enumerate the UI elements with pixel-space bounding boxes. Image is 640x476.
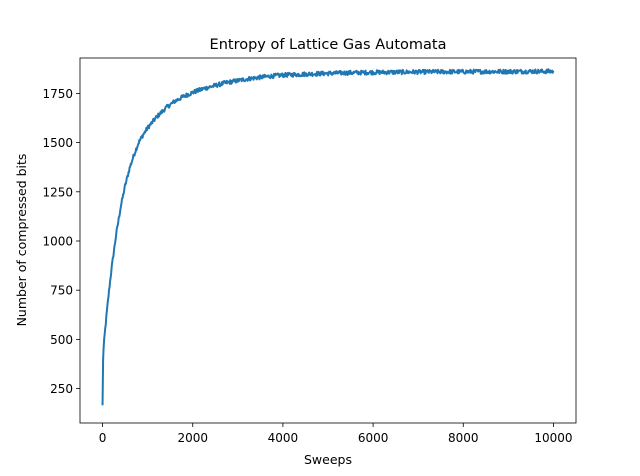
series-line (101, 68, 555, 406)
y-tick-label: 500 (50, 333, 73, 347)
x-tick-label: 6000 (358, 431, 389, 445)
x-tick-label: 2000 (177, 431, 208, 445)
y-tick-label: 1000 (42, 234, 73, 248)
x-axis-label: Sweeps (304, 452, 352, 467)
y-tick-label: 250 (50, 382, 73, 396)
plot-frame (79, 57, 577, 424)
x-tick-label: 4000 (268, 431, 299, 445)
y-tick-label: 1750 (42, 87, 73, 101)
y-tick-label: 750 (50, 284, 73, 298)
y-axis: 250 500 750 1000 1250 1500 1750 (42, 87, 80, 396)
chart-title: Entropy of Lattice Gas Automata (210, 37, 447, 53)
plot-area (79, 57, 577, 424)
y-tick-label: 1500 (42, 136, 73, 150)
x-tick-label: 0 (99, 431, 107, 445)
x-tick-label: 10000 (534, 431, 572, 445)
x-axis: 0 2000 4000 6000 8000 10000 (99, 423, 573, 445)
y-axis-label: Number of compressed bits (14, 154, 29, 327)
y-tick-label: 1250 (42, 185, 73, 199)
x-tick-label: 8000 (448, 431, 479, 445)
